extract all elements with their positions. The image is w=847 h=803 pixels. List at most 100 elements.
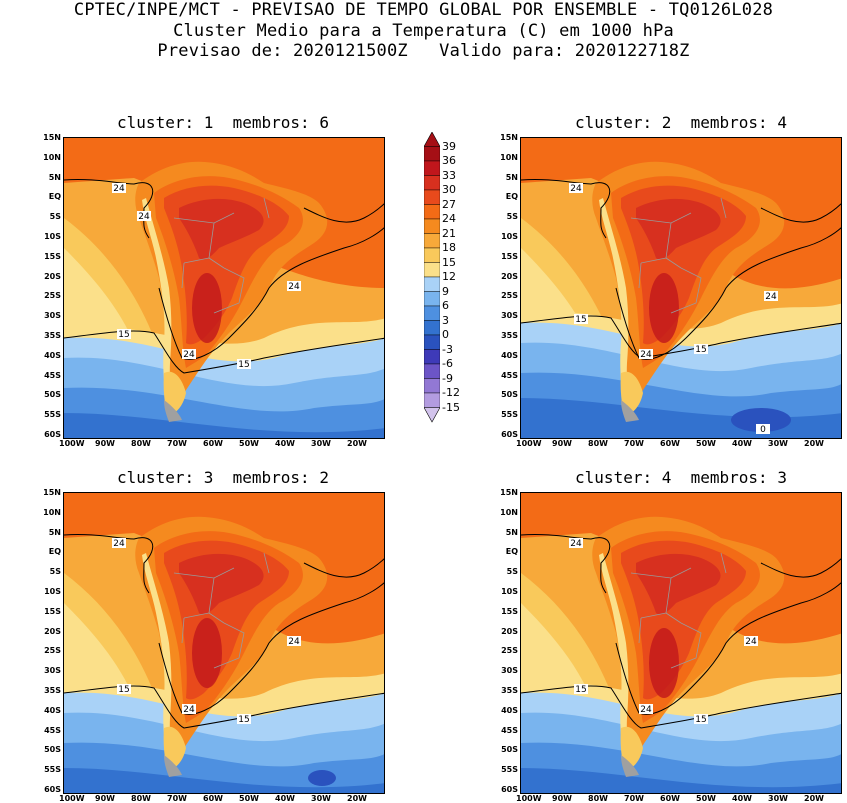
contour-label: 24: [287, 636, 301, 647]
contour-15: [64, 685, 384, 729]
colorbar-swatch: [424, 363, 440, 379]
lon-tick-label: 70W: [624, 439, 644, 448]
svg-text:24: 24: [138, 212, 150, 222]
lat-tick-label: 5N: [505, 172, 518, 182]
header-line-2: Cluster Medio para a Temperatura (C) em …: [173, 21, 674, 41]
country-border: [263, 552, 270, 574]
contour-label: 24: [182, 349, 196, 360]
svg-text:24: 24: [570, 184, 582, 194]
svg-text:24: 24: [765, 292, 777, 302]
svg-text:0: 0: [760, 425, 766, 435]
colorbar-level-label: -15: [442, 400, 460, 414]
contour-24-south: [158, 582, 384, 715]
southern-band-3: [64, 768, 384, 793]
country-border: [213, 657, 240, 669]
lon-tick-label: 80W: [588, 794, 608, 803]
contour-label: 24: [287, 281, 301, 292]
tierra-del-fuego: [164, 400, 182, 422]
lon-tick-label: 20W: [347, 439, 367, 448]
lat-tick-label: 15N: [43, 133, 61, 142]
contour-label: 15: [574, 684, 588, 695]
contour-24-north: [521, 534, 611, 594]
lon-tick-label: 90W: [95, 794, 115, 803]
colorbar-swatch: [424, 204, 440, 220]
contour-24-atlantic: [303, 203, 384, 223]
country-border: [720, 552, 727, 574]
contour-24-atlantic: [760, 558, 841, 578]
lat-tick-label: 15S: [501, 251, 518, 261]
lon-tick-label: 100W: [59, 439, 85, 448]
lat-tick-label: 20S: [501, 271, 518, 281]
lat-tick-label: 40S: [501, 705, 518, 715]
lat-tick-label: 45S: [501, 725, 518, 735]
colorbar-level-label: -6: [442, 357, 453, 370]
lat-tick-label: 10S: [501, 587, 518, 596]
panel-1-title: cluster: 1 membros: 6: [117, 113, 329, 132]
colorbar-swatch: [424, 233, 440, 249]
lat-tick-label: 60S: [44, 785, 61, 794]
andes-cool-strip: [599, 553, 633, 768]
lat-tick-label: EQ: [505, 192, 518, 202]
lon-tick-label: 50W: [239, 439, 259, 448]
lat-tick-label: 5S: [49, 567, 61, 577]
lat-tick-label: 10S: [501, 232, 518, 241]
svg-text:24: 24: [288, 637, 300, 647]
lat-tick-label: 5N: [48, 172, 61, 182]
tierra-del-fuego: [621, 755, 639, 777]
contour-24-south: [615, 227, 841, 360]
colorbar-level-label: -9: [442, 371, 453, 385]
contour-label: 24: [639, 349, 653, 360]
svg-text:24: 24: [640, 705, 652, 715]
map-panel-1: 24 24 24 24 15 15: [63, 137, 385, 439]
colorbar-level-label: 36: [442, 154, 456, 167]
contour-label: 15: [237, 714, 251, 725]
lat-tick-label: EQ: [48, 547, 61, 557]
lat-tick-label: 55S: [44, 765, 61, 775]
country-border: [223, 267, 245, 304]
lon-tick-label: 100W: [516, 439, 542, 448]
header-line-1: CPTEC/INPE/MCT - PREVISAO DE TEMPO GLOBA…: [73, 0, 774, 20]
chaco-hot-spot: [649, 628, 679, 698]
lat-tick-label: 45S: [44, 370, 61, 380]
colorbar-level-label: 9: [442, 284, 449, 298]
southern-band-3: [521, 768, 841, 793]
lat-tick-label: 20S: [501, 626, 518, 636]
lat-tick-label: 20S: [44, 626, 61, 636]
lat-tick-label: 10N: [500, 507, 518, 517]
colorbar-swatch: [424, 349, 440, 365]
colorbar-level-label: -3: [442, 342, 453, 356]
panel-3-title: cluster: 3 membros: 2: [117, 468, 329, 487]
andes-cool-strip: [142, 198, 176, 413]
lat-tick-label: 50S: [44, 745, 61, 755]
lat-tick-label: 55S: [501, 410, 518, 420]
continent-very-hot: [636, 198, 721, 260]
country-border: [670, 302, 697, 314]
lat-tick-label: 35S: [44, 686, 61, 695]
lat-tick-label: 15N: [500, 488, 518, 497]
lat-tick-label: 55S: [44, 410, 61, 420]
contour-label: 0: [756, 424, 770, 435]
tierra-del-fuego: [164, 755, 182, 777]
andes-cool-strip: [599, 198, 633, 413]
contour-15: [64, 330, 384, 374]
lat-tick-label: 30S: [501, 311, 518, 321]
colorbar-swatch: [424, 392, 440, 408]
colorbar-swatch: [424, 276, 440, 292]
lat-tick-label: 15S: [44, 251, 61, 261]
contour-label: 24: [569, 538, 583, 549]
country-border: [640, 257, 667, 264]
svg-text:24: 24: [640, 350, 652, 360]
lat-tick-label: 5N: [48, 527, 61, 537]
colorbar-level-label: 39: [442, 139, 456, 153]
map-panel-3: 24 24 24 15 15: [63, 492, 385, 794]
lat-tick-label: 10N: [500, 152, 518, 162]
contour-24-south: [615, 582, 841, 715]
patagonia: [163, 371, 186, 413]
lat-tick-label: 30S: [44, 311, 61, 321]
map-3-svg: 24 24 24 15 15: [64, 493, 384, 793]
contour-15: [521, 685, 841, 729]
header-line-3: Previsao de: 2020121500Z Valido para: 20…: [157, 41, 690, 61]
lat-tick-label: 5S: [49, 212, 61, 222]
contour-24-atlantic: [760, 203, 841, 223]
lat-tick-label: 25S: [501, 291, 518, 301]
